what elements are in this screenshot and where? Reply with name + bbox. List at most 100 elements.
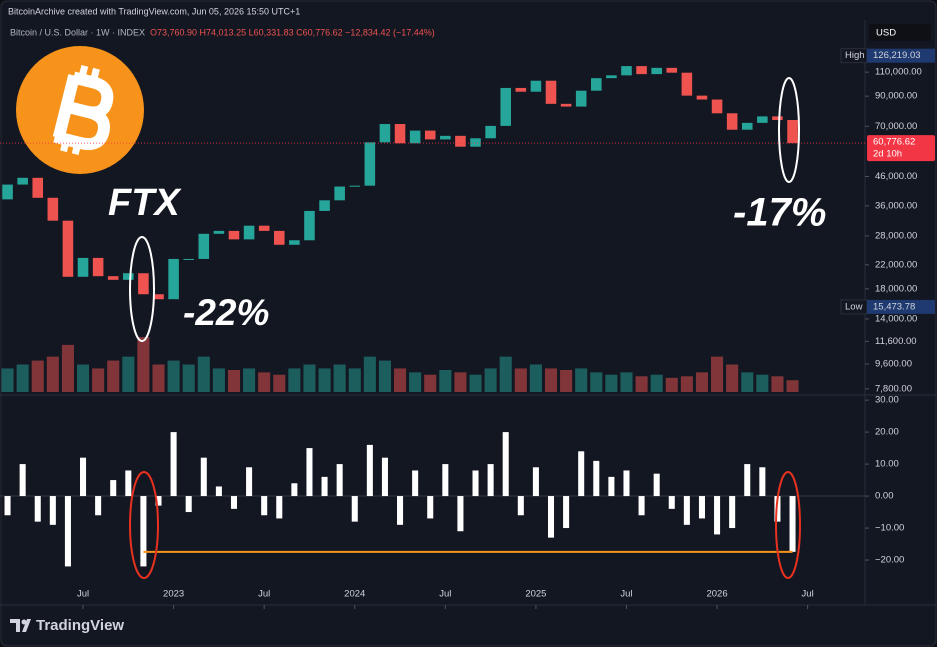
last-price-box	[867, 135, 935, 162]
bar	[185, 496, 192, 513]
y-tick-label: 22,000.00	[875, 259, 917, 270]
candle	[228, 230, 240, 240]
bar	[351, 496, 358, 522]
candle	[198, 233, 210, 259]
candle	[92, 257, 104, 277]
author-line: BitcoinArchive created with TradingView.…	[8, 6, 300, 16]
y-tick-label: −10.00	[875, 523, 904, 534]
volume-bar	[454, 372, 467, 392]
candle	[440, 135, 451, 140]
volume-bar	[107, 360, 120, 392]
x-tick-label: Jul	[439, 589, 451, 600]
candle	[787, 119, 798, 144]
volume-bar	[167, 360, 180, 392]
bar	[34, 496, 41, 522]
bar	[532, 467, 539, 497]
y-tick-label: 110,000.00	[875, 67, 922, 78]
bar	[729, 496, 736, 529]
y-tick-label: 7,800.00	[875, 383, 912, 394]
bar	[246, 467, 253, 497]
highlight-ellipse	[775, 471, 801, 579]
y-tick-label: 14,000.00	[875, 313, 917, 324]
high-label: 126,219.03	[873, 50, 921, 61]
low-box	[867, 299, 935, 314]
bar	[698, 496, 705, 519]
bar	[95, 496, 102, 516]
volume-bar	[61, 344, 74, 392]
bar	[759, 467, 766, 497]
volume-bar	[258, 372, 271, 392]
bar	[381, 457, 388, 497]
candle	[123, 273, 134, 280]
volume-bar	[409, 372, 422, 392]
volume-bar	[575, 368, 588, 392]
y-tick-label: 70,000.00	[875, 121, 917, 132]
highlight-ellipse	[129, 471, 159, 579]
highlight-ellipse	[778, 77, 800, 183]
y-tick-label: 10.00	[875, 459, 899, 470]
bar	[412, 470, 419, 497]
bar	[427, 496, 434, 519]
volume-bar	[333, 364, 346, 392]
volume-bar	[680, 376, 693, 392]
logo-text: TradingView	[36, 617, 124, 634]
annotation-drop: -17%	[733, 191, 826, 235]
candle	[636, 66, 647, 75]
bar	[487, 464, 494, 497]
volume-bar	[92, 368, 105, 392]
candle	[470, 138, 481, 147]
bar	[230, 496, 238, 509]
y-tick-label: 0.00	[875, 491, 894, 502]
currency-box	[869, 24, 931, 41]
candle	[545, 80, 557, 104]
bar	[110, 480, 117, 497]
volume-bar	[318, 368, 331, 392]
candle	[621, 66, 632, 76]
bar	[306, 448, 313, 497]
candle	[726, 113, 738, 130]
candle	[364, 142, 376, 186]
y-tick-label: 46,000.00	[875, 171, 917, 182]
candle	[32, 177, 44, 198]
candle	[696, 95, 708, 100]
low-name: Low	[845, 301, 863, 312]
candle	[183, 258, 194, 260]
bar	[547, 496, 555, 538]
candle	[560, 103, 572, 107]
volume-bar	[394, 368, 407, 392]
x-tick-label: Jul	[802, 589, 814, 600]
x-tick-label: Jul	[258, 589, 270, 600]
x-tick-label: 2026	[706, 589, 727, 600]
volume-bar	[499, 356, 512, 392]
bar	[215, 486, 222, 497]
bar	[140, 496, 147, 567]
candle	[334, 186, 345, 201]
candle	[258, 225, 270, 231]
volume-bar	[484, 368, 497, 392]
bar	[170, 432, 177, 497]
candle	[455, 135, 466, 147]
bar	[502, 432, 509, 497]
candle	[304, 210, 315, 241]
low-label: 15,473.78	[873, 301, 915, 312]
volume-bar	[439, 370, 452, 392]
candle	[77, 257, 89, 277]
candle	[591, 78, 602, 91]
volume-bar	[514, 368, 527, 392]
volume-bar	[469, 374, 482, 392]
bar	[321, 476, 328, 497]
candle	[138, 273, 149, 295]
volume-bar	[665, 377, 678, 392]
bar	[64, 496, 71, 567]
bar	[397, 496, 404, 525]
volume-bar	[197, 356, 210, 392]
bar	[291, 483, 298, 497]
volume-bar	[620, 372, 633, 392]
bar	[261, 496, 268, 516]
candle	[666, 67, 678, 73]
bar	[442, 464, 449, 497]
y-tick-label: 36,000.00	[875, 200, 917, 211]
bar	[155, 496, 162, 506]
candle	[168, 258, 179, 300]
